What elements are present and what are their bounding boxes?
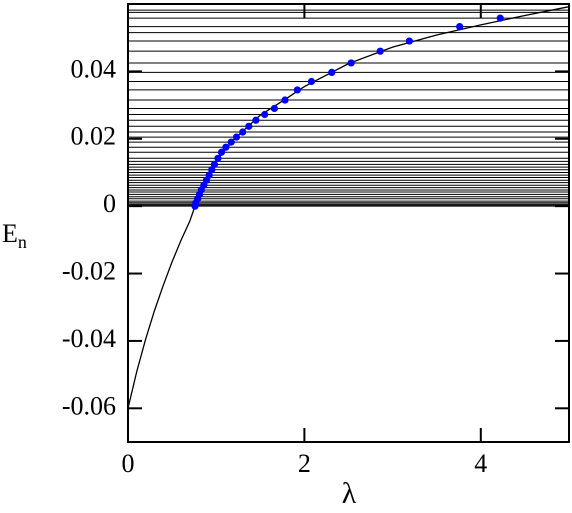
intersection-point xyxy=(405,37,413,45)
intersection-point xyxy=(210,160,219,168)
intersection-point xyxy=(245,122,253,130)
y-tick-label: -0.04 xyxy=(62,324,116,353)
intersection-point xyxy=(261,110,269,119)
intersection-point xyxy=(347,59,355,67)
intersection-point xyxy=(214,154,222,162)
intersection-point xyxy=(376,47,384,55)
plot-frame xyxy=(127,3,570,443)
intersection-point xyxy=(217,148,226,156)
intersection-point xyxy=(281,96,289,104)
y-axis-label: En xyxy=(2,219,27,252)
intersection-point xyxy=(222,143,230,151)
intersection-point xyxy=(293,86,301,94)
x-axis-label: λ xyxy=(342,477,357,510)
y-tick-label: -0.02 xyxy=(62,257,116,286)
y-axis-label-main: E xyxy=(2,219,18,248)
x-tick-label: 4 xyxy=(474,449,487,478)
intersection-point xyxy=(208,166,216,174)
intersection-point xyxy=(270,104,279,113)
intersection-point xyxy=(456,22,464,31)
y-axis-label-sub: n xyxy=(18,232,27,252)
intersection-point xyxy=(496,14,504,22)
intersection-point xyxy=(307,77,316,86)
y-tick-label: 0.02 xyxy=(71,122,117,151)
intersection-point xyxy=(239,128,247,136)
intersection-point xyxy=(252,116,260,124)
y-tick-label: -0.06 xyxy=(62,391,116,420)
intersection-point xyxy=(328,68,336,76)
x-tick-label: 2 xyxy=(298,449,311,478)
x-tick-label: 0 xyxy=(122,449,135,478)
y-tick-label: 0 xyxy=(103,189,116,218)
y-tick-label: 0.04 xyxy=(71,54,117,83)
intersection-point xyxy=(205,171,213,179)
intersection-point xyxy=(227,138,235,146)
intersection-point xyxy=(232,133,241,141)
